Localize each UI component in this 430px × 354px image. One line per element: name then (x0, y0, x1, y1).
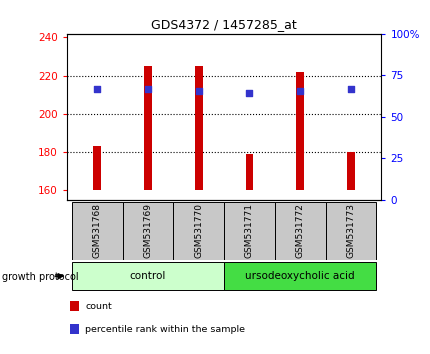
Text: control: control (129, 272, 166, 281)
Point (246, 90, 252, 96)
Point (94, 86, 101, 92)
Text: count: count (85, 302, 112, 311)
Bar (224, 262, 375, 291)
Point (296, 88, 303, 94)
Text: percentile rank within the sample: percentile rank within the sample (85, 325, 245, 334)
Text: GSM531772: GSM531772 (295, 204, 304, 258)
Bar (72, 262, 224, 291)
Bar (123, 202, 173, 260)
Text: growth protocol: growth protocol (2, 272, 79, 282)
Text: GSM531773: GSM531773 (346, 204, 355, 258)
Bar (173, 202, 224, 260)
Bar (325, 202, 375, 260)
Bar (194, 66, 202, 190)
Title: GDS4372 / 1457285_at: GDS4372 / 1457285_at (151, 18, 296, 31)
Text: GSM531769: GSM531769 (143, 204, 152, 258)
Bar (144, 66, 151, 190)
Bar (93, 147, 101, 190)
Bar (274, 202, 325, 260)
Text: GSM531771: GSM531771 (244, 204, 253, 258)
Point (144, 86, 151, 92)
Bar (245, 154, 253, 190)
Bar (70, 301, 78, 311)
Bar (224, 202, 274, 260)
Point (347, 86, 353, 92)
Bar (296, 72, 303, 190)
Text: GSM531770: GSM531770 (194, 204, 203, 258)
Text: ursodeoxycholic acid: ursodeoxycholic acid (245, 272, 354, 281)
Bar (347, 152, 354, 190)
Bar (70, 324, 78, 334)
Point (195, 88, 202, 94)
Bar (72, 202, 123, 260)
Text: GSM531768: GSM531768 (92, 204, 101, 258)
